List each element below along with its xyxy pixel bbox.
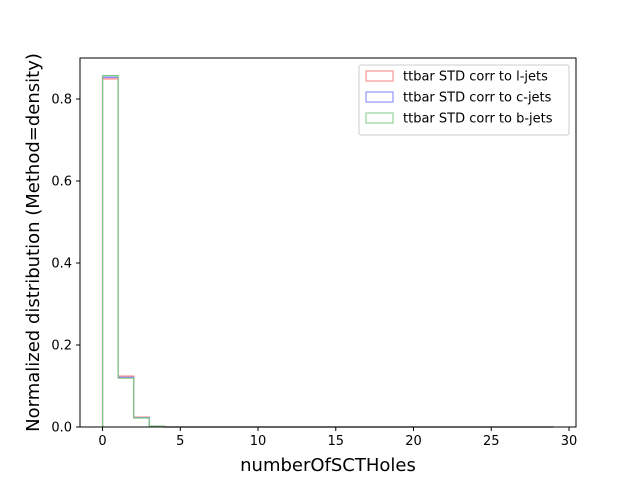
legend-swatch	[365, 91, 394, 103]
x-tick-label: 10	[250, 434, 267, 449]
x-axis-title: numberOfSCTHoles	[240, 455, 416, 476]
x-axis: 0 5 10 15 20 25 30	[98, 427, 577, 449]
y-tick-label: 0.2	[51, 339, 72, 354]
legend-label: ttbar STD corr to b-jets	[403, 112, 553, 127]
legend: ttbar STD corr to l-jets ttbar STD corr t…	[358, 64, 570, 136]
plot-frame	[79, 57, 577, 428]
x-tick-label: 20	[405, 434, 422, 449]
x-tick-label: 25	[483, 434, 500, 449]
x-tick-label: 30	[561, 434, 578, 449]
legend-box	[358, 64, 570, 136]
x-tick-label: 0	[98, 434, 106, 449]
legend-label: ttbar STD corr to l-jets	[403, 70, 548, 85]
y-tick-label: 0.0	[51, 421, 72, 436]
legend-swatch	[365, 112, 394, 124]
y-axis: 0.0 0.2 0.4 0.6 0.8	[51, 93, 80, 436]
y-axis-title: Normalized distribution (Method=density)	[23, 53, 44, 432]
x-tick-label: 5	[176, 434, 184, 449]
legend-label: ttbar STD corr to c-jets	[403, 91, 552, 106]
y-tick-label: 0.8	[51, 93, 72, 108]
y-tick-label: 0.4	[51, 257, 72, 272]
y-tick-label: 0.6	[51, 175, 72, 190]
legend-swatch	[365, 70, 394, 82]
x-tick-label: 15	[328, 434, 345, 449]
